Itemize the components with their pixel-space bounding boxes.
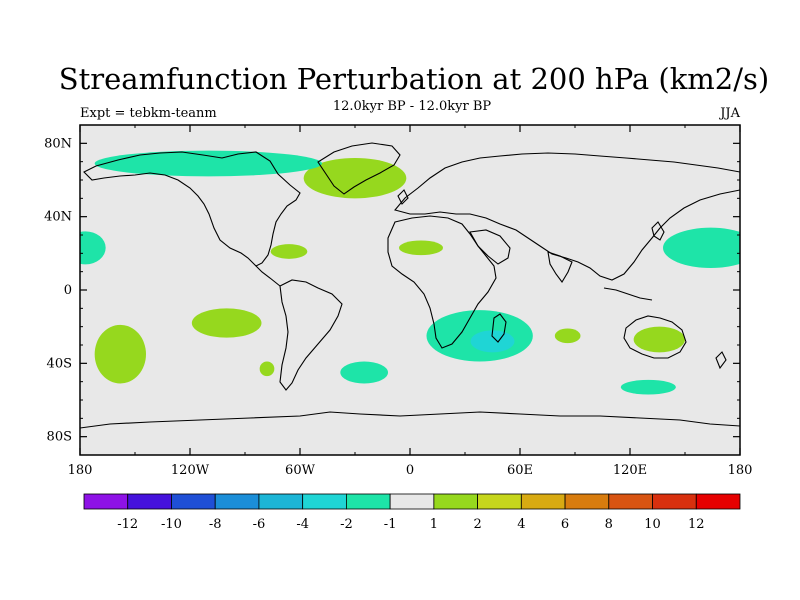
anomaly-south-pacific-positive	[191, 308, 262, 338]
coast-madagascar	[491, 313, 507, 343]
anomaly-southeast-pacific-positive	[94, 324, 146, 384]
anomaly-east-pacific-north-negative	[80, 231, 106, 265]
coast-indonesia	[603, 287, 653, 301]
colorbar-label: -12	[117, 517, 138, 532]
coast-south-america	[279, 279, 343, 391]
coast-africa	[387, 215, 497, 349]
lon-label: 60E	[507, 463, 533, 478]
colorbar-label: -10	[161, 517, 182, 532]
colorbar-swatch	[171, 493, 216, 510]
anomaly-south-australia-negative	[620, 379, 676, 395]
colorbar-label: 8	[605, 517, 613, 532]
experiment-label: Expt = tebkm-teanm	[80, 106, 217, 121]
colorbar-label: -8	[209, 517, 222, 532]
lat-label: 80N	[44, 136, 72, 151]
coast-central-america	[255, 265, 281, 287]
colorbar-label: 2	[473, 517, 481, 532]
colorbar-swatch	[564, 493, 610, 510]
plot-title: Streamfunction Perturbation at 200 hPa (…	[59, 62, 769, 96]
anomaly-greenland-negative	[94, 150, 323, 177]
anomaly-madagascar-negative-core	[470, 330, 515, 353]
coast-japan	[651, 221, 665, 241]
anomaly-west-pacific-negative	[663, 227, 740, 268]
coast-india	[547, 251, 573, 283]
coast-arabia	[469, 229, 511, 265]
coast-north-america	[83, 151, 301, 267]
colorbar	[83, 493, 741, 510]
coast-australia	[623, 315, 687, 359]
colorbar-swatch	[652, 493, 697, 510]
lon-label: 60W	[285, 463, 316, 478]
colorbar-swatch	[608, 493, 653, 510]
colorbar-label: 1	[430, 517, 438, 532]
colorbar-label: 6	[561, 517, 569, 532]
lat-label: 0	[64, 283, 72, 298]
anomaly-south-atlantic-negative	[340, 361, 388, 384]
anomaly-south-atlantic-small-positive	[259, 361, 275, 377]
lon-label: 120E	[613, 463, 647, 478]
anomaly-layer	[80, 150, 740, 395]
anomaly-caribbean-positive	[270, 244, 308, 259]
colorbar-swatch	[127, 493, 172, 510]
colorbar-swatch	[83, 493, 129, 510]
colorbar-swatch	[345, 493, 391, 510]
coastlines	[80, 142, 740, 429]
anomaly-north-africa-positive	[399, 240, 443, 256]
longitude-axis: 180 120W 60W 0 60E 120E 180	[68, 125, 753, 478]
colorbar-swatch	[477, 493, 522, 510]
map-background	[80, 125, 740, 455]
anomaly-australia-positive	[633, 326, 685, 353]
colorbar-label: -4	[296, 517, 309, 532]
lat-label: 40S	[47, 356, 72, 371]
colorbar-labels: -12 -10 -8 -6 -4 -2 -1 1 2 4 6 8 10 12	[117, 517, 704, 532]
coast-eurasia	[394, 152, 740, 281]
anomaly-north-atlantic-positive	[303, 158, 407, 199]
season-label: JJA	[718, 106, 740, 121]
latitude-axis: 80N 40N 0 40S 80S	[44, 124, 740, 456]
colorbar-label: 4	[517, 517, 525, 532]
colorbar-label: -2	[340, 517, 353, 532]
colorbar-label: -1	[384, 517, 397, 532]
colorbar-swatch	[520, 493, 566, 510]
colorbar-label: 12	[688, 517, 705, 532]
colorbar-label: 10	[644, 517, 661, 532]
coast-new-zealand	[715, 351, 727, 370]
lon-label: 180	[68, 463, 93, 478]
colorbar-swatch	[389, 493, 435, 510]
colorbar-swatch	[433, 493, 479, 510]
anomaly-indian-ocean-positive	[554, 328, 581, 344]
coast-uk	[397, 189, 409, 205]
coast-antarctica	[80, 411, 740, 429]
coast-greenland	[317, 142, 401, 195]
lon-label: 120W	[171, 463, 210, 478]
colorbar-swatch	[695, 493, 741, 510]
lat-label: 40N	[44, 210, 72, 225]
colorbar-swatch	[302, 493, 347, 510]
period-label: 12.0kyr BP - 12.0kyr BP	[333, 99, 492, 114]
colorbar-swatch	[258, 493, 304, 510]
colorbar-label: -6	[253, 517, 266, 532]
lat-label: 80S	[47, 430, 72, 445]
lon-label: 180	[728, 463, 753, 478]
colorbar-swatch	[214, 493, 260, 510]
lon-label: 0	[406, 463, 414, 478]
